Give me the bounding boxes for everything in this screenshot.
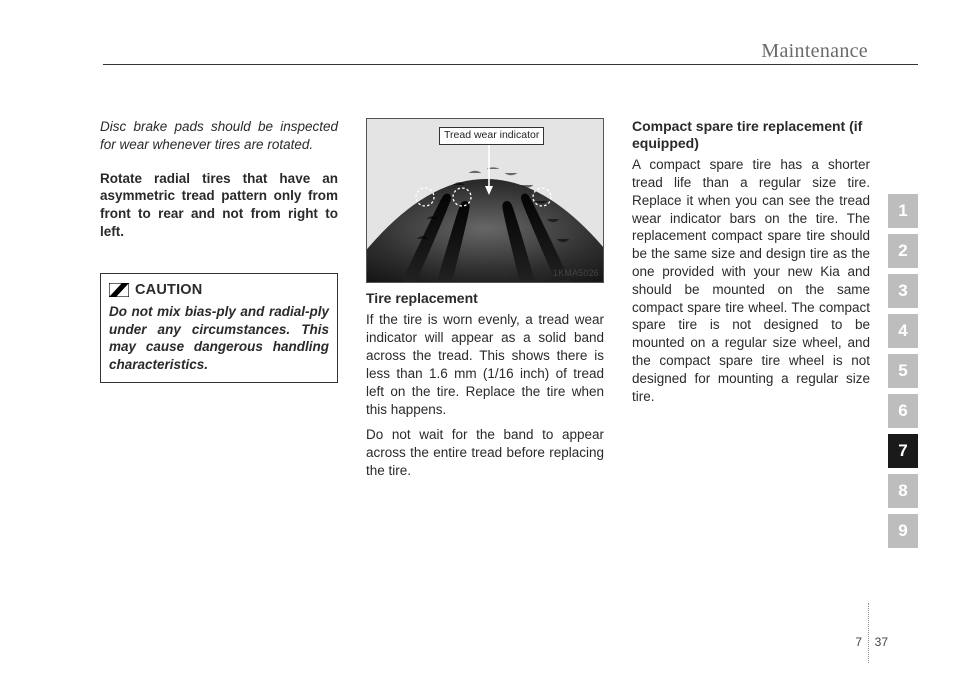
chapter-tab-4[interactable]: 4 [888, 314, 918, 348]
chapter-tab-7[interactable]: 7 [888, 434, 918, 468]
figure-code: 1KMA5026 [553, 268, 599, 280]
section-title: Maintenance [761, 40, 868, 63]
caution-icon [109, 283, 129, 297]
chapter-tab-6[interactable]: 6 [888, 394, 918, 428]
footer-chapter-number: 7 [855, 635, 862, 649]
header-rule [103, 64, 918, 65]
caution-box: CAUTION Do not mix bias-ply and radial-p… [100, 273, 338, 383]
chapter-tab-1[interactable]: 1 [888, 194, 918, 228]
column-2: Tread wear indicator 1KMA5026 Tire repla… [366, 118, 604, 488]
column-3: Compact spare tire replacement (if equip… [632, 118, 870, 488]
chapter-tab-2[interactable]: 2 [888, 234, 918, 268]
chapter-tab-9[interactable]: 9 [888, 514, 918, 548]
indicator-label: Tread wear indicator [439, 127, 544, 145]
compact-spare-p1: A compact spare tire has a shorter tread… [632, 156, 870, 405]
chapter-tab-8[interactable]: 8 [888, 474, 918, 508]
tire-figure: Tread wear indicator 1KMA5026 [366, 118, 604, 283]
tire-replacement-heading: Tire replacement [366, 289, 604, 307]
content-columns: Disc brake pads should be inspected for … [100, 118, 870, 488]
footer-page-number: 37 [875, 635, 888, 649]
footer-vertical-rule [868, 603, 869, 663]
compact-spare-heading: Compact spare tire replacement (if equip… [632, 118, 870, 152]
chapter-tab-5[interactable]: 5 [888, 354, 918, 388]
tire-replacement-p1: If the tire is worn evenly, a tread wear… [366, 311, 604, 418]
rotate-tires-note: Rotate radial tires that have an asymmet… [100, 170, 338, 241]
caution-label: CAUTION [135, 281, 202, 300]
footer-dotted-rule: ········································… [38, 629, 858, 630]
page-footer: ········································… [38, 615, 918, 645]
chapter-tabs: 1 2 3 4 5 6 7 8 9 [888, 194, 918, 548]
brake-inspection-note: Disc brake pads should be inspected for … [100, 118, 338, 154]
tire-replacement-p2: Do not wait for the band to appear acros… [366, 426, 604, 479]
caution-body: Do not mix bias-ply and radial-ply under… [109, 303, 329, 373]
chapter-tab-3[interactable]: 3 [888, 274, 918, 308]
column-1: Disc brake pads should be inspected for … [100, 118, 338, 488]
